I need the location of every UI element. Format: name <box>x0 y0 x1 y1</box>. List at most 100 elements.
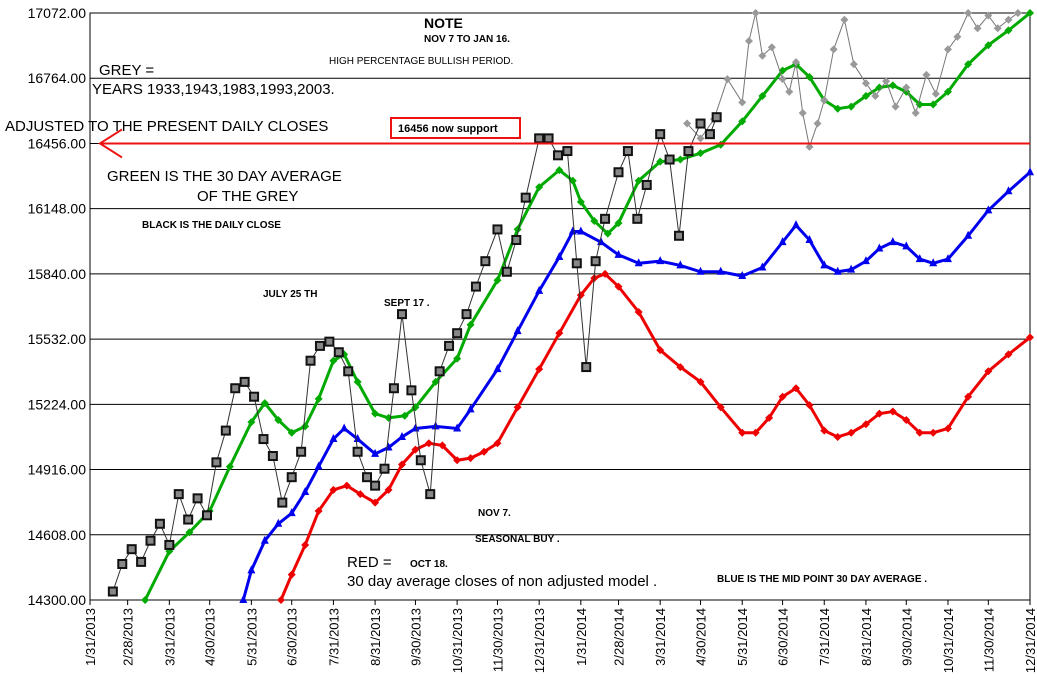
data-point <box>581 362 592 373</box>
data-point <box>632 213 643 224</box>
data-point <box>352 446 363 457</box>
data-point <box>411 423 420 432</box>
data-point <box>274 416 283 425</box>
x-tick-label: 3/31/2013 <box>162 608 177 666</box>
x-tick-label: 12/31/2013 <box>532 608 547 673</box>
data-point <box>493 364 502 373</box>
data-point <box>964 60 973 69</box>
data-point <box>370 480 381 491</box>
x-tick-label: 9/30/2013 <box>408 608 423 666</box>
y-tick-label: 15840.00 <box>28 266 87 282</box>
data-point <box>634 308 643 317</box>
data-point <box>511 235 522 246</box>
data-point <box>723 75 732 84</box>
data-point <box>185 528 194 537</box>
grey-legend-line1: GREY = <box>99 62 154 79</box>
data-point <box>571 258 582 269</box>
data-point <box>861 79 870 88</box>
data-point <box>695 118 706 129</box>
data-point <box>785 87 794 96</box>
data-point <box>792 58 801 67</box>
x-tick-label: 4/30/2013 <box>203 608 218 666</box>
x-tick-label: 12/31/2014 <box>1023 608 1037 673</box>
data-point <box>758 51 767 60</box>
x-tick-label: 4/30/2014 <box>694 608 709 666</box>
x-tick-label: 5/31/2013 <box>244 608 259 666</box>
data-point <box>758 262 767 271</box>
data-point <box>622 146 633 157</box>
data-point <box>239 595 248 603</box>
data-point <box>847 264 856 273</box>
data-point <box>1004 350 1013 359</box>
data-point <box>861 256 870 265</box>
x-tick-label: 2/28/2013 <box>121 608 136 666</box>
data-point <box>664 154 675 165</box>
data-point <box>655 129 666 140</box>
data-point <box>438 441 447 450</box>
data-point <box>922 70 931 79</box>
data-point <box>343 366 354 377</box>
data-point <box>902 416 911 425</box>
data-point <box>562 146 573 157</box>
data-point <box>833 266 842 275</box>
data-point <box>984 41 993 50</box>
data-point <box>362 472 373 483</box>
data-point <box>314 461 323 470</box>
data-point <box>277 497 288 508</box>
data-point <box>424 439 433 448</box>
data-point <box>778 75 787 84</box>
data-point <box>676 260 685 269</box>
data-point <box>1004 186 1013 195</box>
y-tick-labels: 17072.00 16764.00 16456.00 16148.00 15840.00… <box>28 5 87 608</box>
data-point <box>453 354 462 363</box>
data-point <box>676 363 685 372</box>
data-point <box>888 237 897 246</box>
data-point <box>453 423 462 432</box>
data-point <box>396 309 407 320</box>
data-point <box>444 340 455 351</box>
x-tick-label: 7/31/2014 <box>817 608 832 666</box>
data-point <box>267 451 278 462</box>
data-point <box>943 254 952 263</box>
data-point <box>371 448 380 457</box>
data-point <box>274 518 283 527</box>
data-point <box>943 45 952 54</box>
x-tick-label: 11/30/2013 <box>490 608 505 672</box>
data-point <box>576 226 585 235</box>
data-point <box>1026 9 1034 17</box>
data-point <box>875 409 884 418</box>
x-tick-label: 7/31/2013 <box>326 608 341 666</box>
data-point <box>882 77 891 86</box>
data-point <box>696 266 705 275</box>
data-point <box>614 249 623 258</box>
data-point <box>305 355 316 366</box>
data-point <box>964 9 973 17</box>
data-point <box>738 117 747 126</box>
red-legend-line2: 30 day average closes of non adjusted mo… <box>347 573 657 590</box>
data-point <box>820 260 829 269</box>
y-tick-label: 17072.00 <box>28 5 87 21</box>
x-tick-label: 10/31/2014 <box>941 608 956 673</box>
data-point <box>683 119 692 128</box>
data-point <box>929 428 938 437</box>
data-point <box>258 434 269 445</box>
data-point <box>847 428 856 437</box>
note-title: NOTE <box>424 15 463 31</box>
data-point <box>902 83 911 92</box>
y-tick-label: 16148.00 <box>28 201 87 217</box>
data-point <box>915 254 924 263</box>
sept-17-label: SEPT 17 . <box>384 298 430 309</box>
data-point <box>371 498 380 507</box>
data-point <box>493 276 502 285</box>
adjusted-note: ADJUSTED TO THE PRESENT DAILY CLOSES <box>5 118 328 135</box>
x-tick-label: 1/31/2013 <box>83 608 98 666</box>
y-tick-label: 14916.00 <box>28 462 87 478</box>
data-point <box>314 340 325 351</box>
data-point <box>778 237 787 246</box>
data-point <box>973 24 982 33</box>
data-point <box>329 485 338 494</box>
red-legend-line1: RED = <box>347 554 392 571</box>
data-point <box>470 281 481 292</box>
data-point <box>931 89 940 98</box>
